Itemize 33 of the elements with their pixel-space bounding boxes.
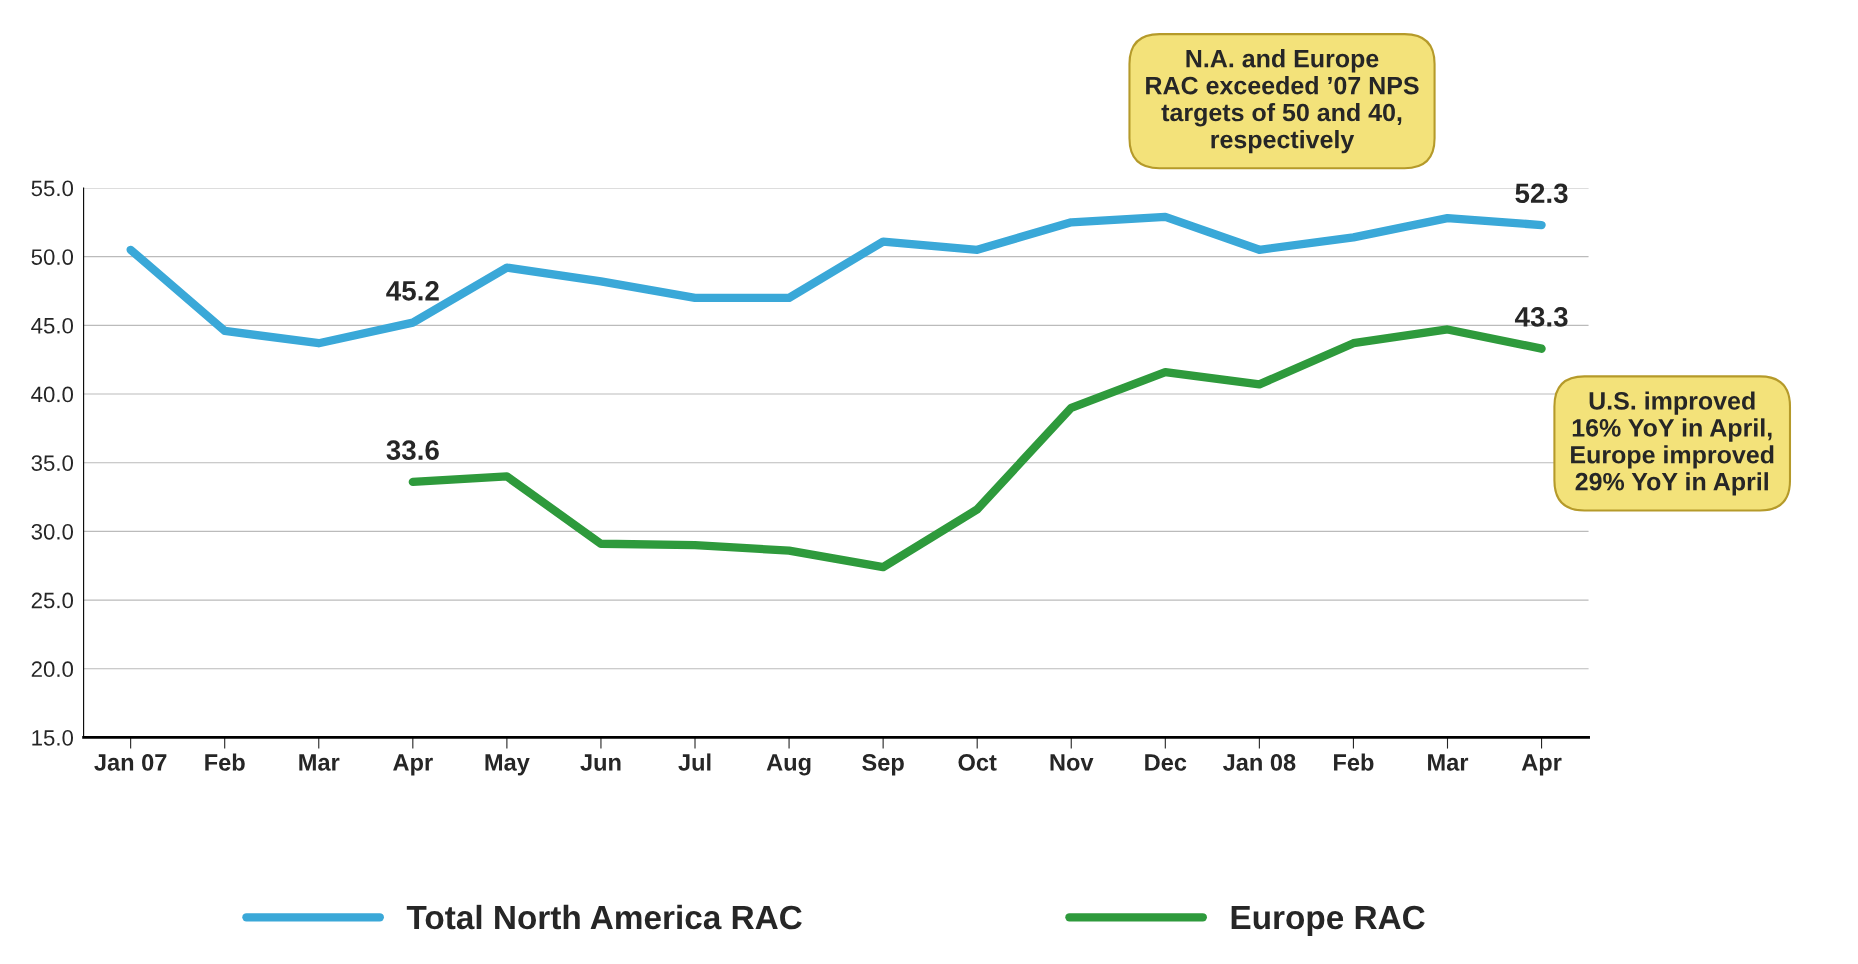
x-tick-label: Jan 08	[1222, 754, 1296, 771]
y-tick-label: 30.0	[31, 523, 74, 540]
x-tick-label: Oct	[958, 754, 997, 771]
x-tick-label: Feb	[205, 753, 245, 771]
text: N.A. and Europe RAC exceeded ’07 NPS targets of 50 and 40, respectively	[1146, 49, 1419, 154]
y-tick-label: 55.0	[31, 180, 74, 197]
y-tick-label: 15.0	[32, 729, 74, 746]
x-tick-label: Mar	[1428, 754, 1469, 771]
x-tick-label: Jan 07	[94, 754, 167, 771]
x-tick-label: Feb	[1334, 753, 1374, 771]
x-tick-label: Nov	[1050, 754, 1094, 771]
x-tick-label: May	[485, 754, 530, 776]
x-tick-label: Sep	[862, 754, 904, 776]
x-tick-label: Jul	[678, 753, 711, 771]
y-tick-label: 20.0	[31, 661, 74, 678]
legend-label: Total North America RAC	[406, 904, 802, 930]
x-tick-label: Mar	[299, 754, 340, 771]
y-tick-label: 45.0	[31, 317, 74, 334]
x-tick-label: Aug	[766, 754, 811, 776]
data-label: 43.3	[1514, 307, 1568, 327]
annotation: U.S. improved 16% YoY in April, Europe improved 29% YoY in April	[1571, 391, 1774, 496]
y-tick-label: 50.0	[31, 249, 74, 265]
y-tick-label: 40.0	[31, 386, 74, 403]
y-tick-label: 35.0	[31, 455, 74, 471]
x-tick-label: Apr	[1521, 754, 1562, 776]
legend-label: Europe RAC	[1231, 905, 1425, 936]
data-label: 52.3	[1515, 183, 1568, 204]
x-tick-label: Apr	[393, 754, 433, 776]
x-tick-label: Dec	[1145, 754, 1187, 771]
x-tick-label: Jun	[580, 754, 621, 771]
y-tick-label: 25.0	[31, 592, 74, 609]
data-label: 45.2	[386, 280, 439, 301]
data-label: 33.6	[386, 440, 439, 461]
